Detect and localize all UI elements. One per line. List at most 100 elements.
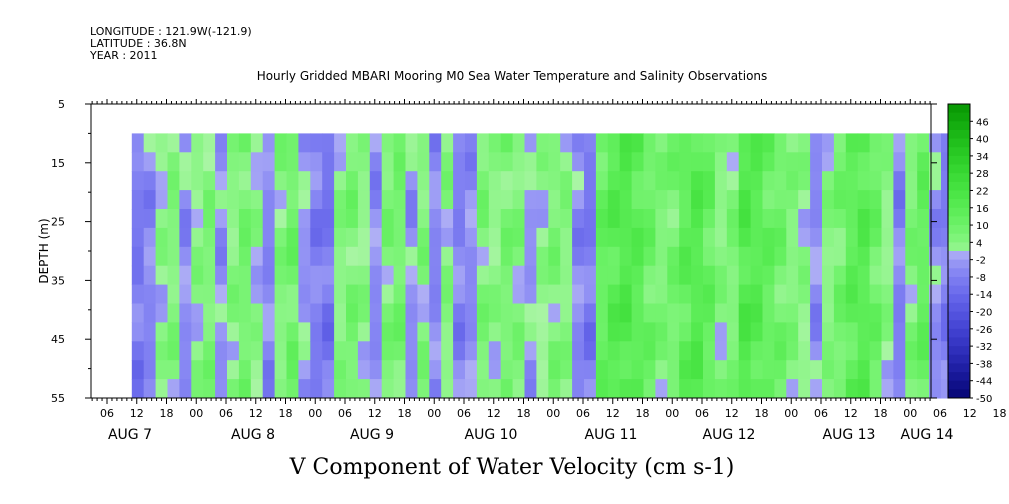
heatmap-cell bbox=[369, 341, 383, 361]
heatmap-cell bbox=[750, 360, 763, 380]
heatmap-cell bbox=[143, 360, 157, 380]
heatmap-cell bbox=[822, 303, 835, 323]
heatmap-cell bbox=[786, 360, 799, 380]
heatmap-cell bbox=[250, 133, 264, 153]
heatmap-cell bbox=[738, 341, 752, 361]
heatmap-cell bbox=[631, 209, 644, 229]
x-day-label: AUG 13 bbox=[823, 427, 876, 443]
heatmap-cell bbox=[548, 341, 561, 361]
heatmap-cell bbox=[262, 284, 276, 304]
heatmap-cell bbox=[822, 265, 835, 286]
heatmap-cell bbox=[762, 379, 775, 399]
heatmap-cell bbox=[869, 227, 882, 248]
heatmap-cell bbox=[572, 360, 585, 380]
heatmap-cell bbox=[893, 227, 906, 248]
heatmap-cell bbox=[750, 227, 763, 248]
heatmap-cell bbox=[631, 360, 644, 380]
heatmap-cell bbox=[917, 379, 930, 399]
heatmap-cell bbox=[298, 190, 311, 210]
heatmap-cell bbox=[738, 303, 752, 323]
heatmap-cell bbox=[548, 246, 561, 267]
heatmap-cell bbox=[274, 209, 287, 229]
heatmap-cell bbox=[286, 360, 299, 380]
colorbar-bin bbox=[948, 328, 970, 338]
heatmap-cell bbox=[714, 209, 728, 229]
heatmap-cell bbox=[714, 265, 728, 286]
heatmap-cell bbox=[548, 379, 561, 399]
heatmap-cell bbox=[346, 322, 359, 342]
heatmap-cell bbox=[441, 360, 454, 380]
heatmap-cell bbox=[833, 341, 847, 361]
heatmap-cell bbox=[512, 265, 525, 286]
heatmap-cell bbox=[917, 246, 930, 267]
heatmap-cell bbox=[274, 341, 287, 361]
heatmap-cell bbox=[714, 246, 728, 267]
heatmap-cell bbox=[334, 360, 347, 380]
heatmap-cell bbox=[798, 284, 811, 304]
heatmap-cell bbox=[810, 341, 823, 361]
heatmap-cell bbox=[215, 322, 228, 342]
heatmap-cell bbox=[215, 303, 228, 323]
heatmap-cell bbox=[929, 284, 942, 304]
heatmap-cell bbox=[393, 209, 406, 229]
heatmap-cell bbox=[215, 190, 228, 210]
heatmap-cell bbox=[560, 133, 573, 153]
latitude-label: LATITUDE : 36.8N bbox=[90, 37, 187, 50]
heatmap-cell bbox=[298, 265, 311, 286]
x-hour-label: 00 bbox=[546, 407, 560, 420]
heatmap-cell bbox=[631, 322, 644, 342]
heatmap-cell bbox=[857, 133, 871, 153]
heatmap-cell bbox=[441, 152, 454, 172]
heatmap-cell bbox=[810, 246, 823, 267]
heatmap-cell bbox=[762, 171, 775, 191]
heatmap-cell bbox=[453, 303, 466, 323]
heatmap-cell bbox=[238, 284, 252, 304]
heatmap-cell bbox=[786, 303, 799, 323]
heatmap-cell bbox=[643, 303, 656, 323]
heatmap-cell bbox=[524, 209, 537, 229]
heatmap-cell bbox=[346, 303, 359, 323]
heatmap-cell bbox=[667, 360, 680, 380]
heatmap-cell bbox=[798, 379, 811, 399]
heatmap-cell bbox=[595, 133, 609, 153]
heatmap-cell bbox=[429, 152, 442, 172]
heatmap-cell bbox=[905, 284, 918, 304]
heatmap-cell bbox=[631, 152, 644, 172]
heatmap-cell bbox=[750, 322, 763, 342]
heatmap-cell bbox=[286, 265, 299, 286]
heatmap-cell bbox=[560, 322, 573, 342]
y-tick-label-15: 15 bbox=[51, 157, 65, 170]
heatmap-cell bbox=[869, 379, 882, 399]
heatmap-cell bbox=[750, 284, 763, 304]
heatmap-cell bbox=[405, 303, 418, 323]
heatmap-cell bbox=[726, 227, 740, 248]
heatmap-cell bbox=[488, 265, 502, 286]
heatmap-cell bbox=[548, 360, 561, 380]
heatmap-cell bbox=[393, 265, 406, 286]
colorbar-bin bbox=[948, 242, 970, 252]
heatmap-cell bbox=[536, 284, 549, 304]
heatmap-cell bbox=[512, 341, 525, 361]
heatmap-cell bbox=[476, 341, 490, 361]
heatmap-cell bbox=[869, 171, 882, 191]
heatmap-cell bbox=[691, 360, 704, 380]
heatmap-cell bbox=[869, 209, 882, 229]
heatmap-cell bbox=[203, 265, 216, 286]
heatmap-cell bbox=[203, 379, 216, 399]
heatmap-cell bbox=[143, 322, 157, 342]
heatmap-cell bbox=[227, 341, 240, 361]
heatmap-cell bbox=[786, 322, 799, 342]
heatmap-cell bbox=[310, 209, 323, 229]
heatmap-cell bbox=[405, 284, 418, 304]
heatmap-cell bbox=[679, 303, 692, 323]
heatmap-cell bbox=[619, 265, 633, 286]
heatmap-cell bbox=[238, 379, 252, 399]
heatmap-cell bbox=[905, 341, 918, 361]
heatmap-cell bbox=[833, 190, 847, 210]
heatmap-cell bbox=[726, 190, 740, 210]
heatmap-cell bbox=[310, 265, 323, 286]
heatmap-cell bbox=[703, 133, 716, 153]
heatmap-cell bbox=[703, 190, 716, 210]
colorbar-bin bbox=[948, 389, 970, 399]
